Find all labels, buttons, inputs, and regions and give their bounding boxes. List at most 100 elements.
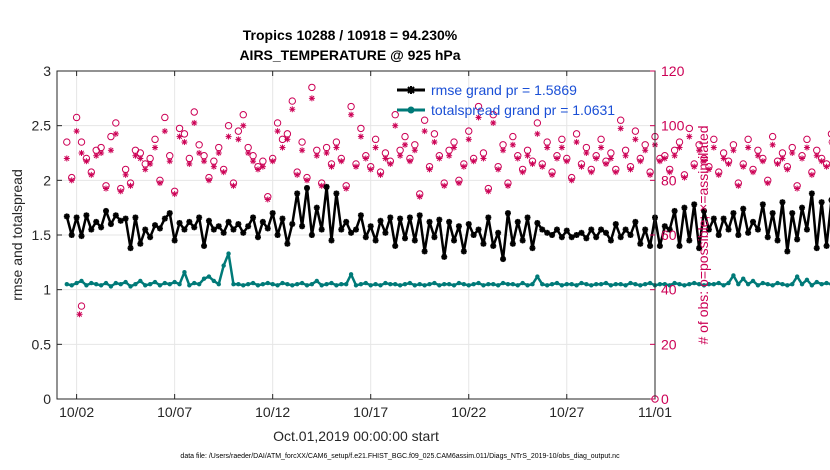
totalspread-point bbox=[677, 282, 682, 287]
rmse-point bbox=[274, 232, 281, 238]
totalspread-point bbox=[647, 280, 653, 286]
rmse-point bbox=[529, 245, 536, 252]
obs-assimilated-point bbox=[353, 163, 359, 170]
rmse-point bbox=[710, 215, 717, 222]
obs-assimilated-point bbox=[676, 144, 683, 151]
totalspread-point bbox=[128, 284, 133, 289]
obs-possible-point bbox=[558, 135, 566, 144]
rmse-point bbox=[294, 190, 301, 197]
obs-assimilated-point bbox=[661, 155, 668, 162]
totalspread-point bbox=[442, 282, 447, 287]
obs-assimilated-point bbox=[789, 150, 796, 156]
totalspread-point bbox=[809, 283, 815, 288]
totalspread-point bbox=[177, 282, 182, 287]
rmse-point bbox=[715, 232, 722, 238]
obs-assimilated-point bbox=[696, 147, 703, 154]
obs-assimilated-point bbox=[593, 155, 600, 162]
totalspread-point bbox=[549, 282, 555, 287]
chart-title-line2: AIRS_TEMPERATURE @ 925 hPa bbox=[239, 47, 460, 63]
chart-title-line1: Tropics 10288 / 10918 = 94.230% bbox=[243, 27, 458, 43]
totalspread-point bbox=[451, 283, 457, 288]
rmse-point bbox=[411, 237, 418, 244]
obs-assimilated-point bbox=[161, 128, 168, 135]
rmse-point bbox=[245, 223, 252, 230]
rmse-point bbox=[387, 214, 394, 221]
rmse-point bbox=[509, 240, 516, 247]
rmse-point bbox=[553, 226, 560, 233]
totalspread-point bbox=[638, 283, 643, 288]
totalspread-point bbox=[427, 282, 432, 287]
totalspread-point bbox=[373, 282, 378, 287]
obs-assimilated-point bbox=[730, 147, 737, 154]
totalspread-point bbox=[584, 282, 589, 287]
rmse-point bbox=[112, 212, 119, 219]
obs-assimilated-point bbox=[563, 158, 570, 165]
obs-assimilated-point bbox=[495, 166, 502, 173]
rmse-point bbox=[132, 214, 139, 221]
obs-assimilated-point bbox=[382, 155, 389, 162]
obs-assimilated-point bbox=[740, 163, 747, 170]
y-right-tick-label: 120 bbox=[661, 63, 685, 79]
rmse-point bbox=[259, 218, 266, 225]
totalspread-point bbox=[393, 282, 398, 287]
obs-assimilated-point bbox=[446, 152, 453, 159]
obs-assimilated-point bbox=[117, 188, 124, 195]
rmse-point bbox=[455, 223, 462, 230]
totalspread-point bbox=[642, 282, 648, 287]
obs-assimilated-point bbox=[529, 160, 536, 167]
obs-assimilated-point bbox=[240, 122, 247, 129]
obs-assimilated-outlier bbox=[76, 311, 83, 318]
totalspread-point bbox=[706, 282, 712, 287]
obs-possible-point bbox=[509, 132, 517, 141]
obs-assimilated-point bbox=[779, 155, 786, 162]
rmse-point bbox=[308, 232, 315, 238]
rmse-point bbox=[563, 227, 570, 234]
obs-possible-point bbox=[72, 113, 81, 122]
rmse-point bbox=[632, 218, 639, 225]
rmse-point bbox=[103, 207, 110, 214]
totalspread-point bbox=[741, 276, 746, 281]
obs-assimilated-point bbox=[622, 152, 629, 159]
rmse-point bbox=[372, 237, 379, 244]
rmse-point bbox=[612, 221, 619, 228]
obs-possible-point bbox=[803, 135, 811, 144]
totalspread-point bbox=[64, 282, 70, 287]
obs-possible-point bbox=[572, 130, 581, 138]
obs-assimilated-point bbox=[514, 155, 521, 162]
totalspread-point bbox=[294, 282, 300, 287]
obs-assimilated-point bbox=[504, 182, 511, 189]
obs-assimilated-point bbox=[553, 155, 560, 162]
obs-assimilated-point bbox=[764, 180, 771, 187]
rmse-point bbox=[500, 256, 507, 263]
obs-assimilated-point bbox=[392, 122, 399, 129]
totalspread-point bbox=[721, 283, 726, 288]
rmse-point bbox=[799, 204, 806, 211]
totalspread-point bbox=[226, 251, 231, 256]
rmse-point bbox=[303, 184, 310, 191]
legend: rmse grand pr = 1.5869 totalspread grand… bbox=[397, 82, 615, 118]
totalspread-point bbox=[69, 283, 74, 288]
obs-assimilated-point bbox=[720, 155, 727, 162]
rmse-point bbox=[137, 240, 144, 247]
totalspread-point bbox=[265, 280, 270, 286]
obs-assimilated-point bbox=[156, 180, 163, 187]
obs-assimilated-point bbox=[387, 160, 394, 167]
x-tick-label: 10/02 bbox=[59, 404, 94, 420]
obs-possible-point bbox=[420, 116, 429, 124]
rmse-point bbox=[656, 242, 663, 249]
rmse-point bbox=[284, 240, 291, 247]
rmse-point bbox=[313, 204, 320, 211]
obs-assimilated-point bbox=[397, 152, 404, 159]
obs-possible-point bbox=[151, 135, 159, 144]
totalspread-point bbox=[804, 277, 810, 283]
totalspread-point bbox=[412, 283, 418, 288]
obs-assimilated-point bbox=[769, 141, 776, 148]
rmse-point bbox=[127, 245, 134, 252]
obs-assimilated-point bbox=[215, 150, 222, 156]
obs-possible-point bbox=[107, 132, 115, 141]
obs-assimilated-point bbox=[235, 136, 242, 143]
rmse-point bbox=[745, 229, 752, 236]
obs-assimilated-point bbox=[201, 158, 208, 165]
totalspread-point bbox=[329, 280, 334, 286]
totalspread-point bbox=[456, 280, 462, 286]
